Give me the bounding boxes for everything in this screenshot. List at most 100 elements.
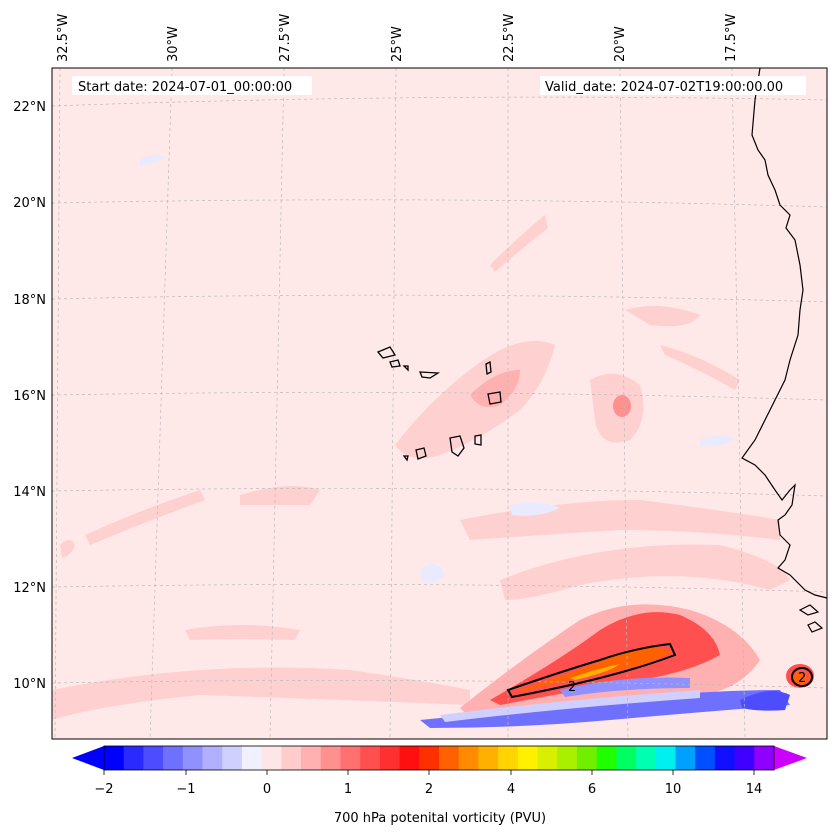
colorbar-tick-labels: −2 −1 0 1 2 4 6 10 14 <box>94 782 762 797</box>
gridlines <box>51 67 828 740</box>
colorbar-cell <box>616 746 637 770</box>
colorbar-cell <box>301 746 322 770</box>
colorbar-cell <box>222 746 243 770</box>
colorbar-cell <box>104 746 125 770</box>
colorbar-cell <box>714 746 736 770</box>
colorbar-cell <box>182 746 204 770</box>
lat-label: 18°N <box>13 293 46 308</box>
pv-patch <box>660 345 740 390</box>
pv-band-blue <box>740 691 790 711</box>
colorbar-cell <box>399 746 420 770</box>
colorbar-tick-label: 1 <box>344 782 352 797</box>
cape-verde-islands <box>376 346 502 462</box>
colorbar-cell <box>360 746 381 770</box>
pv-field <box>52 154 814 728</box>
pv-patch <box>240 486 320 505</box>
pv-patch <box>85 490 205 545</box>
lon-label: 27.5°W <box>278 14 293 62</box>
colorbar-ticks <box>103 770 755 775</box>
colorbar-cell <box>576 746 598 770</box>
colorbar-cell <box>675 746 696 770</box>
colorbar-cell <box>379 746 401 770</box>
colorbar-cell <box>557 746 578 770</box>
lat-label: 22°N <box>13 100 46 115</box>
longitude-labels: 32.5°W 30°W 27.5°W 25°W 22.5°W 20°W 17.5… <box>56 14 739 62</box>
valid-date-label: Valid_date: 2024-07-02T19:00:00.00 <box>545 80 783 95</box>
colorbar: −2 −1 0 1 2 4 6 10 14 700 hPa potenital … <box>72 745 807 826</box>
colorbar-tick-label: 14 <box>746 782 763 797</box>
lon-label: 25°W <box>390 26 405 62</box>
colorbar-cell <box>478 746 499 770</box>
colorbar-tick-label: 10 <box>665 782 682 797</box>
colorbar-extend-max <box>774 746 807 770</box>
contour-label: 2 <box>798 671 806 686</box>
colorbar-cell <box>143 746 164 770</box>
colorbar-cell <box>261 746 282 770</box>
colorbar-cell <box>636 746 657 770</box>
header-box-right <box>540 76 806 95</box>
lat-label: 20°N <box>13 196 46 211</box>
lat-label: 14°N <box>13 485 46 500</box>
pv-contour-2 <box>506 642 813 699</box>
pv-patch <box>140 154 165 166</box>
colorbar-tick-label: 2 <box>425 782 433 797</box>
colorbar-cell <box>537 746 558 770</box>
lat-label: 12°N <box>13 581 46 596</box>
colorbar-cell <box>596 746 617 770</box>
colorbar-extend-min <box>72 746 104 770</box>
colorbar-tick-label: −1 <box>176 782 195 797</box>
colorbar-cell <box>340 746 361 770</box>
pv-patch <box>500 544 790 600</box>
pv-patch <box>700 435 735 447</box>
african-coastline <box>741 67 828 633</box>
colorbar-tick-label: 4 <box>507 782 515 797</box>
colorbar-cell <box>281 746 302 770</box>
pv-patch <box>793 672 807 684</box>
header-box-left <box>72 76 312 95</box>
colorbar-tick-label: 0 <box>263 782 271 797</box>
colorbar-cells <box>104 746 775 770</box>
lon-label: 17.5°W <box>724 14 739 62</box>
colorbar-cell <box>517 746 539 770</box>
colorbar-cell <box>458 746 479 770</box>
lon-label: 30°W <box>166 26 181 62</box>
map-border <box>51 67 828 740</box>
lat-label: 10°N <box>13 677 46 692</box>
pv-patch <box>60 540 75 558</box>
colorbar-cell <box>320 746 341 770</box>
colorbar-cell <box>695 746 716 770</box>
colorbar-label: 700 hPa potenital vorticity (PVU) <box>334 811 546 826</box>
colorbar-cell <box>498 746 519 770</box>
colorbar-cell <box>754 746 775 770</box>
pv-band-blue <box>560 677 690 697</box>
colorbar-outline <box>103 745 775 771</box>
pv-patch <box>625 306 700 327</box>
colorbar-tick-label: −2 <box>94 782 113 797</box>
colorbar-cell <box>241 746 263 770</box>
pv-band-blue <box>420 690 790 728</box>
contour-label: 2 <box>568 680 576 695</box>
colorbar-cell <box>419 746 440 770</box>
lat-label: 16°N <box>13 389 46 404</box>
lon-label: 22.5°W <box>502 14 517 62</box>
pv-patch <box>185 625 300 640</box>
pv-band-blue-light <box>440 690 700 722</box>
pv-patch <box>510 502 560 516</box>
colorbar-cell <box>163 746 184 770</box>
colorbar-tick-label: 6 <box>588 782 596 797</box>
colorbar-cell <box>439 746 460 770</box>
colorbar-cell <box>655 746 676 770</box>
pv-band-yellow <box>570 664 620 680</box>
colorbar-cell <box>123 746 144 770</box>
start-date-label: Start date: 2024-07-01_00:00:00 <box>78 80 292 95</box>
lon-label: 20°W <box>613 26 628 62</box>
pv-patch <box>470 370 520 408</box>
latitude-labels: 22°N 20°N 18°N 16°N 14°N 12°N 10°N <box>13 100 46 692</box>
pv-patch <box>420 563 445 583</box>
lon-label: 32.5°W <box>56 14 71 62</box>
pv-patch <box>613 395 631 417</box>
colorbar-cell <box>202 746 223 770</box>
pv-patch <box>490 215 548 272</box>
colorbar-cell <box>734 746 755 770</box>
